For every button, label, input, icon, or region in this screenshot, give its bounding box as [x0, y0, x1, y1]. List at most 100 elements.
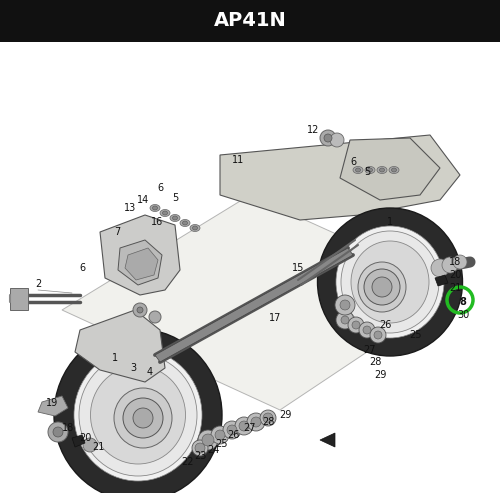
Circle shape	[235, 417, 253, 435]
Circle shape	[123, 398, 163, 438]
Text: 28: 28	[262, 417, 274, 427]
Polygon shape	[75, 310, 165, 382]
Polygon shape	[220, 135, 460, 220]
Text: 23: 23	[194, 451, 206, 461]
Text: 25: 25	[216, 439, 228, 449]
Ellipse shape	[380, 168, 384, 172]
Bar	[0, 0, 500, 42]
Text: 26: 26	[227, 430, 239, 440]
Text: 6: 6	[350, 157, 356, 167]
Circle shape	[335, 295, 355, 315]
Text: 1: 1	[112, 353, 118, 363]
Text: 2: 2	[35, 279, 41, 289]
Ellipse shape	[192, 226, 198, 230]
Circle shape	[453, 255, 467, 269]
Circle shape	[352, 321, 360, 329]
Circle shape	[133, 303, 147, 317]
Text: 20: 20	[79, 433, 91, 443]
Text: 6: 6	[157, 183, 163, 193]
Text: 29: 29	[374, 370, 386, 380]
Polygon shape	[340, 138, 440, 200]
Ellipse shape	[392, 168, 396, 172]
Text: 15: 15	[292, 263, 304, 273]
Ellipse shape	[341, 231, 439, 333]
Ellipse shape	[150, 205, 160, 211]
Ellipse shape	[336, 226, 444, 338]
Ellipse shape	[353, 167, 363, 174]
Circle shape	[211, 426, 229, 444]
Text: 12: 12	[307, 125, 319, 135]
Text: 27: 27	[364, 345, 376, 355]
Text: 28: 28	[369, 357, 381, 367]
Circle shape	[348, 317, 364, 333]
Circle shape	[227, 425, 237, 435]
Ellipse shape	[162, 211, 168, 215]
Circle shape	[251, 417, 261, 427]
Circle shape	[198, 430, 218, 450]
Text: 21: 21	[92, 442, 104, 452]
Text: 24: 24	[207, 445, 219, 455]
Circle shape	[340, 300, 350, 310]
Ellipse shape	[114, 388, 172, 448]
Ellipse shape	[180, 219, 190, 226]
Text: 6: 6	[79, 263, 85, 273]
Text: 22: 22	[182, 457, 194, 467]
Ellipse shape	[54, 329, 222, 493]
Circle shape	[202, 434, 214, 446]
Text: 16: 16	[151, 217, 163, 227]
Text: 20: 20	[449, 270, 461, 280]
Ellipse shape	[190, 224, 200, 232]
Ellipse shape	[79, 354, 197, 476]
Ellipse shape	[182, 221, 188, 225]
Polygon shape	[155, 248, 353, 362]
Ellipse shape	[152, 206, 158, 210]
Text: 19: 19	[46, 398, 58, 408]
Circle shape	[83, 438, 97, 452]
Polygon shape	[118, 240, 162, 285]
Polygon shape	[72, 435, 85, 447]
Ellipse shape	[318, 208, 462, 356]
Text: 18: 18	[62, 423, 74, 433]
Text: 25: 25	[409, 330, 421, 340]
Text: 5: 5	[172, 193, 178, 203]
Circle shape	[363, 326, 371, 334]
Polygon shape	[125, 248, 158, 280]
Ellipse shape	[377, 167, 387, 174]
Text: 29: 29	[279, 410, 291, 420]
Circle shape	[53, 427, 63, 437]
Circle shape	[195, 443, 205, 453]
Text: 13: 13	[124, 203, 136, 213]
Ellipse shape	[351, 241, 429, 323]
Ellipse shape	[365, 167, 375, 174]
Ellipse shape	[74, 349, 202, 481]
Text: 1: 1	[387, 217, 393, 227]
Circle shape	[223, 421, 241, 439]
Circle shape	[336, 311, 354, 329]
Text: 8: 8	[460, 297, 466, 307]
Circle shape	[374, 331, 382, 339]
Circle shape	[324, 134, 332, 142]
Circle shape	[263, 413, 273, 423]
Circle shape	[247, 413, 265, 431]
Ellipse shape	[160, 210, 170, 216]
Ellipse shape	[90, 366, 186, 464]
Text: 7: 7	[114, 227, 120, 237]
Circle shape	[364, 269, 400, 305]
Text: 4: 4	[147, 367, 153, 377]
Text: 3: 3	[130, 363, 136, 373]
Circle shape	[192, 440, 208, 456]
Text: 5: 5	[364, 167, 370, 177]
Ellipse shape	[356, 168, 360, 172]
Circle shape	[133, 408, 153, 428]
Circle shape	[239, 421, 249, 431]
Circle shape	[359, 322, 375, 338]
Ellipse shape	[368, 168, 372, 172]
Text: 30: 30	[457, 310, 469, 320]
Text: 18: 18	[449, 257, 461, 267]
Circle shape	[48, 422, 68, 442]
Polygon shape	[320, 433, 335, 447]
Text: 27: 27	[244, 423, 256, 433]
Circle shape	[442, 257, 458, 273]
Text: 14: 14	[137, 195, 149, 205]
Circle shape	[372, 277, 392, 297]
